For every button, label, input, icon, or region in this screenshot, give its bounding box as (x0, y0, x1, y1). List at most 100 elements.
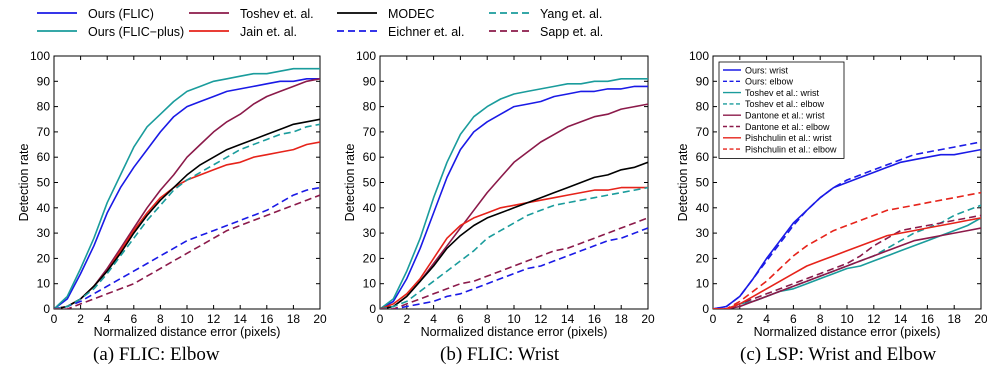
x-tick-label: 6 (790, 312, 797, 326)
legend-label: Toshev et. al. (240, 7, 314, 21)
legend-label: Ours (FLIC) (88, 7, 154, 21)
series-line-4 (380, 161, 648, 309)
series-line-4 (54, 118, 320, 309)
y-tick-label: 80 (363, 100, 377, 114)
series-line-5 (54, 186, 320, 309)
y-tick-label: 90 (363, 74, 377, 88)
series-line-6 (380, 186, 648, 309)
y-tick-label: 90 (696, 74, 710, 88)
y-tick-label: 50 (363, 176, 377, 190)
y-tick-label: 30 (37, 226, 51, 240)
x-tick-label: 4 (763, 312, 770, 326)
x-tick-label: 6 (130, 312, 137, 326)
x-tick-label: 0 (51, 312, 58, 326)
x-tick-label: 10 (180, 312, 194, 326)
inset-legend-label: Ours: wrist (745, 65, 789, 75)
y-axis-label: Detection rate (343, 144, 357, 222)
inset-legend-label: Dantone et al.: elbow (745, 122, 830, 132)
x-axis-label: Normalized distance error (pixels) (754, 325, 941, 339)
x-tick-label: 10 (507, 312, 521, 326)
x-axis-label: Normalized distance error (pixels) (421, 325, 608, 339)
chart-panel-0: 0 2 4 6 8 10 12 14 16 18 20 0 10 20 30 40 50 60 70 80 90 100 N… (17, 49, 327, 339)
series-line-1 (713, 141, 981, 309)
y-tick-label: 70 (696, 125, 710, 139)
x-tick-label: 12 (207, 312, 221, 326)
y-tick-label: 0 (43, 302, 50, 316)
series-line-0 (54, 78, 320, 309)
y-tick-label: 70 (363, 125, 377, 139)
shared-legend: Ours (FLIC) Toshev et. al. MODEC Yang et. a… (37, 7, 603, 39)
y-tick-label: 100 (30, 49, 50, 63)
x-tick-label: 8 (817, 312, 824, 326)
y-tick-label: 10 (363, 277, 377, 291)
legend-label: Yang et. al. (540, 7, 602, 21)
series-line-3 (713, 204, 981, 309)
x-tick-label: 16 (260, 312, 274, 326)
x-tick-label: 20 (313, 312, 327, 326)
y-tick-label: 100 (356, 49, 376, 63)
y-tick-label: 40 (37, 201, 51, 215)
x-tick-label: 8 (157, 312, 164, 326)
legend-label: MODEC (388, 7, 435, 21)
series-group (713, 141, 981, 309)
x-tick-label: 2 (403, 312, 410, 326)
x-tick-label: 16 (588, 312, 602, 326)
series-line-7 (713, 191, 981, 309)
x-tick-label: 4 (104, 312, 111, 326)
plot-frame (53, 55, 321, 310)
x-tick-label: 10 (840, 312, 854, 326)
series-line-6 (54, 123, 320, 309)
x-tick-label: 8 (484, 312, 491, 326)
x-tick-label: 0 (377, 312, 384, 326)
inset-legend-label: Toshev et al.: elbow (745, 99, 825, 109)
y-tick-label: 70 (37, 125, 51, 139)
legend-label: Jain et. al. (240, 25, 297, 39)
x-tick-label: 12 (534, 312, 548, 326)
series-line-1 (380, 78, 648, 309)
chart-panel-2: 0 2 4 6 8 10 12 14 16 18 20 0 10 20 30 40 50 60 70 80 90 100 N… (676, 49, 987, 339)
y-tick-label: 0 (702, 302, 709, 316)
x-tick-label: 20 (641, 312, 655, 326)
series-line-6 (713, 217, 981, 309)
series-line-3 (54, 141, 320, 309)
inset-legend-box (718, 61, 845, 159)
inset-legend-label: Pishchulin et al.: elbow (745, 144, 837, 154)
y-tick-label: 40 (363, 201, 377, 215)
y-tick-label: 20 (363, 251, 377, 265)
y-tick-label: 20 (696, 251, 710, 265)
series-line-0 (380, 85, 648, 309)
y-tick-label: 10 (37, 277, 51, 291)
inset-legend-label: Pishchulin et al.: wrist (745, 133, 832, 143)
x-tick-label: 2 (736, 312, 743, 326)
y-tick-label: 40 (696, 201, 710, 215)
x-tick-label: 14 (561, 312, 575, 326)
series-line-5 (713, 214, 981, 309)
y-tick-label: 30 (363, 226, 377, 240)
series-line-0 (713, 148, 981, 309)
x-tick-label: 4 (430, 312, 437, 326)
x-tick-label: 12 (867, 312, 881, 326)
x-axis-label: Normalized distance error (pixels) (94, 325, 281, 339)
series-line-2 (713, 217, 981, 309)
legend-label: Eichner et. al. (388, 25, 464, 39)
chart-panel-1: 0 2 4 6 8 10 12 14 16 18 20 0 10 20 30 40 50 60 70 80 90 100 N… (343, 49, 655, 339)
x-tick-label: 2 (77, 312, 84, 326)
y-tick-label: 50 (696, 176, 710, 190)
y-tick-label: 80 (37, 100, 51, 114)
caption-a: (a) FLIC: Elbow (93, 344, 220, 365)
caption-c: (c) LSP: Wrist and Elbow (740, 344, 937, 365)
y-tick-label: 80 (696, 100, 710, 114)
y-tick-label: 20 (37, 251, 51, 265)
inset-legend-label: Dantone et al.: wrist (745, 111, 825, 121)
x-tick-label: 18 (287, 312, 301, 326)
legend-label: Sapp et. al. (540, 25, 603, 39)
series-line-1 (54, 67, 320, 309)
series-line-2 (54, 78, 320, 309)
y-tick-label: 60 (37, 150, 51, 164)
series-line-3 (380, 186, 648, 309)
x-tick-label: 14 (894, 312, 908, 326)
x-tick-label: 14 (234, 312, 248, 326)
y-tick-label: 30 (696, 226, 710, 240)
